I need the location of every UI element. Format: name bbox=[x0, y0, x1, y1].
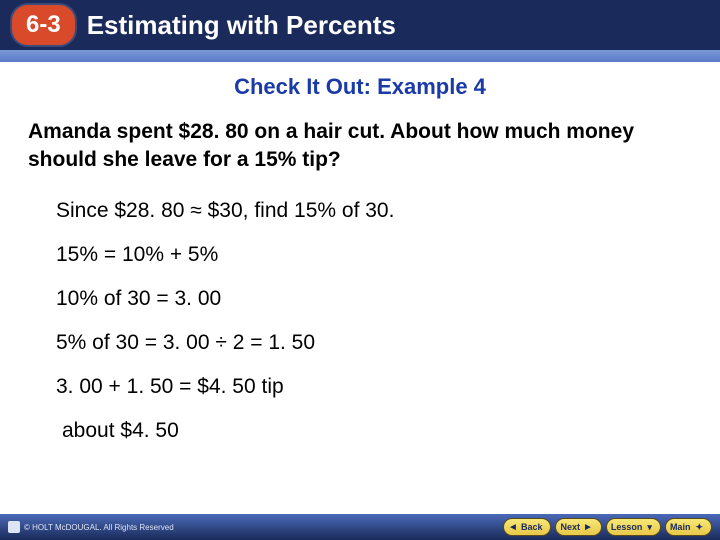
work-step-4: 5% of 30 = 3. 00 ÷ 2 = 1. 50 bbox=[56, 331, 692, 355]
back-button-label: Back bbox=[521, 522, 543, 532]
lesson-number-badge: 6-3 bbox=[10, 3, 77, 47]
back-button[interactable]: ◄ Back bbox=[503, 518, 551, 536]
header-light-stripe bbox=[0, 50, 720, 62]
work-step-2: 15% = 10% + 5% bbox=[56, 243, 692, 267]
main-button[interactable]: Main bbox=[665, 518, 712, 536]
content-area: Check It Out: Example 4 Amanda spent $28… bbox=[0, 50, 720, 443]
lesson-button-label: Lesson bbox=[611, 522, 643, 532]
copyright-text: © HOLT McDOUGAL. All Rights Reserved bbox=[24, 523, 174, 532]
work-step-3: 10% of 30 = 3. 00 bbox=[56, 287, 692, 311]
lesson-title: Estimating with Percents bbox=[87, 10, 396, 41]
back-arrow-icon: ◄ bbox=[508, 522, 518, 533]
question-text: Amanda spent $28. 80 on a hair cut. Abou… bbox=[28, 118, 692, 175]
next-button[interactable]: Next ► bbox=[555, 518, 601, 536]
footer-bar: © HOLT McDOUGAL. All Rights Reserved ◄ B… bbox=[0, 514, 720, 540]
nav-buttons: ◄ Back Next ► Lesson Main bbox=[503, 518, 712, 536]
next-button-label: Next bbox=[560, 522, 580, 532]
next-arrow-icon: ► bbox=[583, 522, 593, 533]
copyright: © HOLT McDOUGAL. All Rights Reserved bbox=[8, 521, 174, 533]
lesson-button[interactable]: Lesson bbox=[606, 518, 661, 536]
main-button-label: Main bbox=[670, 522, 691, 532]
example-subtitle: Check It Out: Example 4 bbox=[28, 74, 692, 100]
brand-logo-icon bbox=[8, 521, 20, 533]
answer-text: about $4. 50 bbox=[62, 419, 692, 443]
work-step-1: Since $28. 80 ≈ $30, find 15% of 30. bbox=[56, 199, 692, 223]
header-bar: 6-3 Estimating with Percents bbox=[0, 0, 720, 50]
work-step-5: 3. 00 + 1. 50 = $4. 50 tip bbox=[56, 375, 692, 399]
